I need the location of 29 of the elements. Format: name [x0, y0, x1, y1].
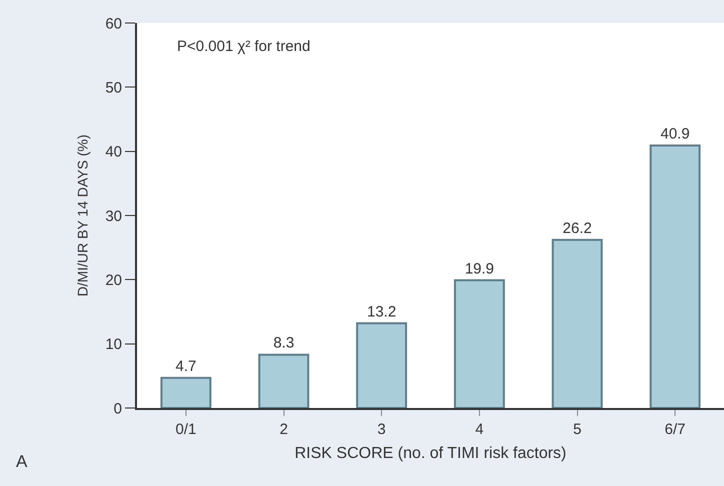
data-label: 8.3 [273, 334, 294, 352]
bar [454, 279, 505, 408]
bar [160, 376, 212, 408]
x-axis-title: RISK SCORE (no. of TIMI risk factors) [294, 445, 566, 462]
text: A [16, 452, 28, 471]
y-tick-label: 0 [114, 400, 122, 418]
bar [356, 322, 408, 408]
bar [650, 144, 701, 408]
x-tick-label: 4 [475, 421, 484, 438]
annotation: P<0.001 χ² for trend [177, 38, 310, 55]
y-axis-title: D/MI/UR BY 14 DAYS (%) [74, 134, 90, 297]
y-tick-label: 60 [105, 15, 122, 32]
x-tick-label: 0/1 [175, 421, 196, 438]
x-tick-label: 5 [573, 421, 582, 438]
data-label: 13.2 [366, 303, 396, 320]
y-tick-label: 20 [105, 272, 122, 289]
y-tick-label: 30 [105, 208, 122, 225]
y-tick-label: 10 [105, 336, 122, 354]
y-tick-label: 50 [105, 79, 122, 96]
x-tick-label: 6/7 [664, 421, 686, 438]
y-tick-label: 40 [105, 144, 122, 161]
data-label: 40.9 [660, 126, 690, 143]
bar [258, 354, 310, 408]
bar [552, 238, 603, 408]
x-tick-label: 2 [280, 421, 288, 438]
data-label: 19.9 [464, 260, 494, 278]
x-tick-label: 3 [377, 421, 386, 438]
data-label: 4.7 [175, 358, 196, 375]
data-label: 26.2 [562, 220, 592, 237]
